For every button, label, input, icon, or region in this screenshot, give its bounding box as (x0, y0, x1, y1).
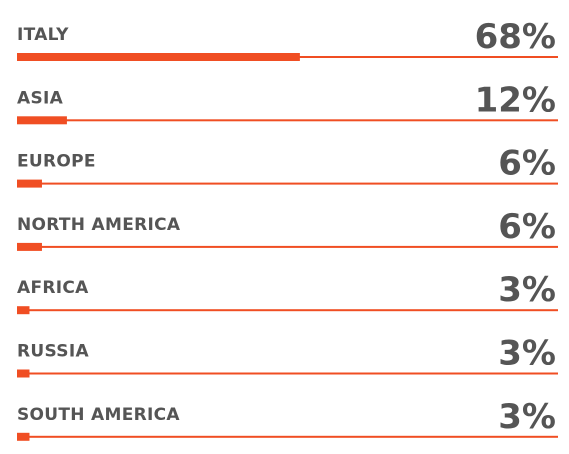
value-label: 6% (498, 207, 556, 247)
bar (17, 179, 42, 188)
category-label: RUSSIA (17, 342, 89, 362)
value-label: 6% (498, 144, 556, 184)
track (17, 309, 558, 312)
category-label: NORTH AMERICA (17, 215, 181, 235)
bar (17, 369, 30, 378)
bar (17, 306, 30, 315)
category-label: AFRICA (17, 278, 89, 298)
category-label: ASIA (17, 88, 64, 108)
bar (17, 116, 67, 125)
bar (17, 432, 30, 441)
category-label: ITALY (17, 25, 69, 45)
value-label: 3% (498, 334, 556, 374)
track (17, 182, 558, 185)
track (17, 119, 558, 122)
track (17, 435, 558, 438)
value-label: 3% (498, 397, 556, 437)
value-label: 68% (475, 17, 556, 57)
track (17, 372, 558, 375)
value-label: 12% (475, 80, 556, 120)
category-label: EUROPE (17, 152, 96, 172)
bar (17, 53, 300, 61)
bar (17, 242, 42, 251)
track (17, 245, 558, 248)
category-label: SOUTH AMERICA (17, 405, 180, 425)
value-label: 3% (498, 270, 556, 310)
